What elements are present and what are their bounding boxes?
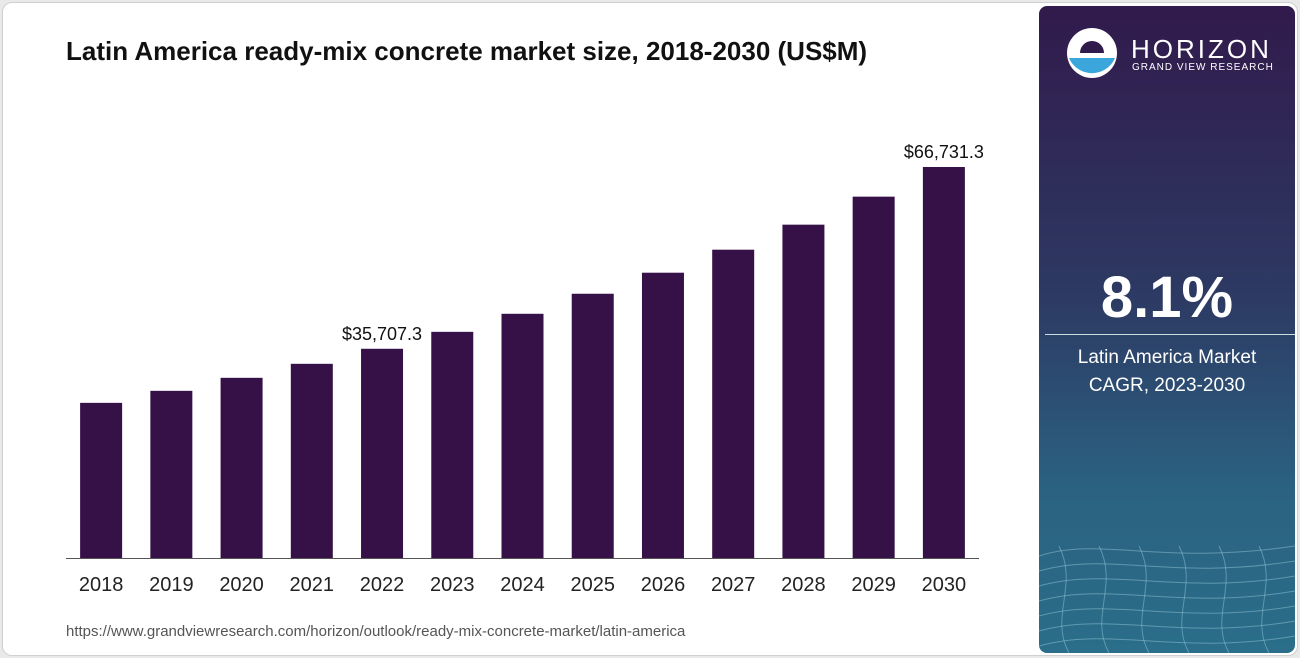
divider (1045, 334, 1295, 335)
cagr-label: Latin America Market CAGR, 2023-2030 (1077, 347, 1257, 396)
x-tick-label: 2029 (851, 574, 896, 596)
chart-title: Latin America ready-mix concrete market … (66, 36, 868, 66)
bar (431, 331, 474, 558)
bar (641, 272, 684, 558)
x-tick-label: 2030 (922, 574, 967, 596)
x-tick-label: 2018 (79, 574, 124, 596)
x-tick-label: 2026 (641, 574, 686, 596)
brand-sub: GRAND VIEW RESEARCH (1132, 62, 1274, 73)
x-tick-label: 2023 (430, 574, 475, 596)
bar (571, 293, 614, 558)
chart: 2018 2019 2020 2021 2022 $35,707.3 2023 2024 202… (66, 142, 984, 596)
bar (150, 390, 193, 558)
source-url: https://www.grandviewresearch.com/horizo… (66, 623, 686, 640)
bar (361, 348, 404, 558)
side-panel: HORIZON GRAND VIEW RESEARCH 8.1% Latin A… (1039, 6, 1295, 653)
x-tick-label: 2024 (500, 574, 545, 596)
x-tick-label: 2019 (149, 574, 194, 596)
x-tick-label: 2021 (290, 574, 335, 596)
bar (80, 402, 123, 558)
cagr-value: 8.1% (1100, 265, 1234, 330)
bar (712, 249, 755, 558)
brand: HORIZON (1131, 34, 1272, 64)
logo-sun (1080, 41, 1104, 53)
x-tick-label: 2022 (360, 574, 405, 596)
panel-graphics (1039, 28, 1295, 653)
bar (922, 167, 965, 558)
bar (501, 313, 544, 558)
bar (290, 363, 333, 558)
value-label: $35,707.3 (342, 324, 422, 344)
mesh (1039, 545, 1295, 653)
bar (852, 196, 895, 559)
x-tick-label: 2020 (219, 574, 264, 596)
bar (220, 377, 263, 558)
bar (782, 224, 825, 558)
x-tick-label: 2027 (711, 574, 756, 596)
x-tick-label: 2028 (781, 574, 826, 596)
x-tick-label: 2025 (570, 574, 615, 596)
value-label: $66,731.3 (904, 142, 984, 162)
logo-wave (1069, 58, 1115, 74)
